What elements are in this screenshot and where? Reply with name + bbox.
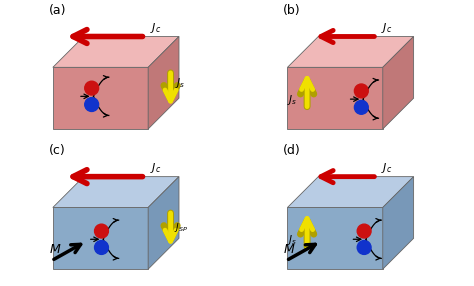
Text: (b): (b) [283, 4, 301, 17]
Circle shape [355, 84, 368, 98]
Circle shape [357, 241, 371, 255]
Text: $J_{SP}$: $J_{SP}$ [174, 221, 188, 234]
Polygon shape [53, 177, 179, 207]
Polygon shape [148, 37, 179, 129]
Circle shape [94, 241, 109, 255]
Polygon shape [287, 177, 414, 207]
Text: $J_c$: $J_c$ [150, 161, 161, 175]
Polygon shape [53, 207, 148, 269]
Circle shape [85, 81, 99, 95]
Polygon shape [53, 67, 148, 129]
Text: $M$: $M$ [49, 243, 61, 256]
Circle shape [94, 224, 109, 238]
Text: $M$: $M$ [283, 243, 296, 256]
Text: $J_c$: $J_c$ [382, 21, 392, 35]
Text: (c): (c) [49, 144, 65, 157]
Circle shape [85, 98, 99, 112]
Text: (d): (d) [283, 144, 301, 157]
Text: $J_s$: $J_s$ [287, 93, 298, 107]
Text: $J_c$: $J_c$ [150, 21, 161, 35]
Circle shape [357, 224, 371, 238]
Text: $J_c$: $J_c$ [382, 161, 392, 175]
Polygon shape [383, 37, 414, 129]
Polygon shape [53, 37, 179, 67]
Circle shape [355, 100, 368, 114]
Text: $J_s$: $J_s$ [287, 233, 298, 247]
Polygon shape [287, 207, 383, 269]
Polygon shape [148, 177, 179, 269]
Polygon shape [287, 37, 414, 67]
Text: $J_s$: $J_s$ [175, 76, 186, 90]
Polygon shape [287, 67, 383, 129]
Polygon shape [383, 177, 414, 269]
Text: (a): (a) [49, 4, 66, 17]
